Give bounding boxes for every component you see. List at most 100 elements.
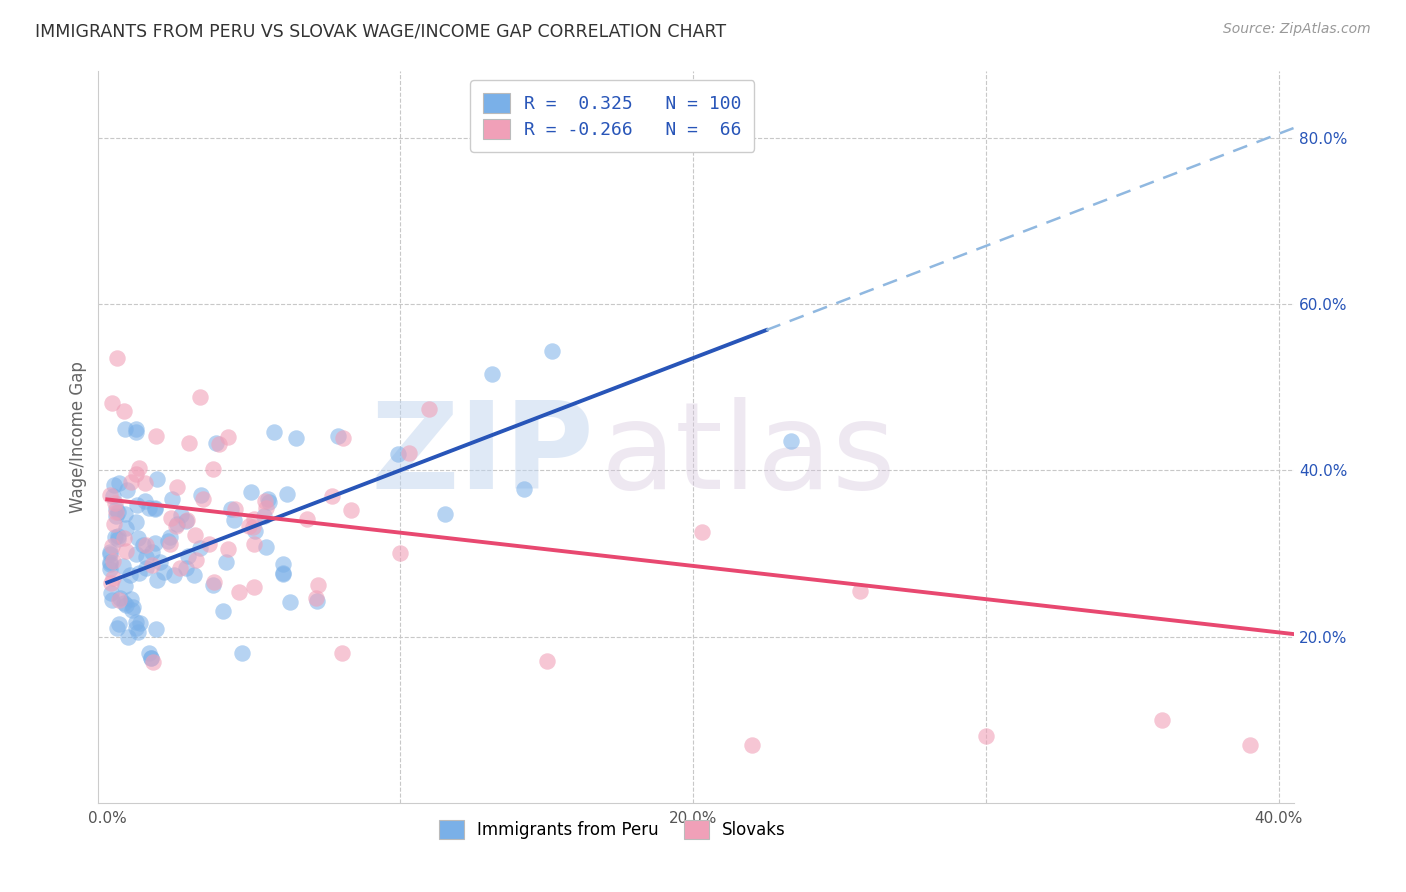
Point bbox=[243, 524, 266, 538]
Point bbox=[257, 495, 280, 509]
Point bbox=[108, 592, 131, 607]
Point bbox=[114, 579, 136, 593]
Point bbox=[101, 396, 124, 410]
Point bbox=[513, 483, 536, 497]
Point bbox=[330, 646, 353, 660]
Point bbox=[159, 537, 181, 551]
Point bbox=[105, 508, 128, 523]
Point bbox=[101, 593, 124, 607]
Point bbox=[179, 435, 201, 450]
Point bbox=[146, 472, 169, 486]
Point bbox=[204, 436, 226, 450]
Point bbox=[104, 530, 127, 544]
Point bbox=[114, 543, 136, 558]
Point bbox=[849, 584, 872, 599]
Point bbox=[120, 475, 142, 490]
Point bbox=[217, 430, 239, 444]
Point bbox=[138, 646, 160, 660]
Point bbox=[100, 586, 122, 600]
Point bbox=[108, 617, 131, 632]
Point bbox=[166, 480, 188, 494]
Point bbox=[166, 517, 188, 532]
Point bbox=[276, 487, 298, 501]
Point bbox=[160, 491, 183, 506]
Point bbox=[160, 510, 183, 524]
Point bbox=[101, 489, 124, 503]
Legend: Immigrants from Peru, Slovaks: Immigrants from Peru, Slovaks bbox=[432, 814, 793, 846]
Point bbox=[208, 437, 231, 451]
Point bbox=[271, 557, 294, 571]
Point bbox=[132, 538, 155, 552]
Point bbox=[398, 446, 420, 460]
Point bbox=[278, 595, 301, 609]
Point bbox=[285, 431, 308, 445]
Point bbox=[141, 544, 163, 558]
Point bbox=[135, 538, 157, 552]
Point bbox=[139, 651, 162, 665]
Point bbox=[125, 498, 148, 512]
Point bbox=[101, 539, 124, 553]
Point bbox=[271, 566, 294, 581]
Text: atlas: atlas bbox=[600, 397, 896, 514]
Point bbox=[98, 488, 121, 502]
Point bbox=[197, 537, 219, 551]
Point bbox=[98, 557, 121, 571]
Point bbox=[125, 515, 148, 529]
Point bbox=[127, 625, 149, 640]
Point bbox=[112, 404, 135, 418]
Point bbox=[129, 616, 152, 631]
Point bbox=[122, 599, 145, 614]
Point bbox=[145, 573, 167, 587]
Point bbox=[238, 519, 260, 533]
Point bbox=[142, 656, 165, 670]
Point bbox=[153, 565, 176, 579]
Point bbox=[183, 567, 205, 582]
Point bbox=[98, 545, 121, 559]
Point bbox=[228, 585, 250, 599]
Point bbox=[143, 535, 166, 549]
Point bbox=[107, 476, 129, 491]
Point bbox=[120, 592, 142, 607]
Point bbox=[128, 460, 150, 475]
Point bbox=[165, 518, 187, 533]
Point bbox=[125, 425, 148, 439]
Point bbox=[307, 594, 329, 608]
Point bbox=[145, 429, 167, 443]
Point bbox=[107, 529, 129, 543]
Point bbox=[387, 447, 409, 461]
Point bbox=[115, 521, 138, 535]
Point bbox=[141, 558, 163, 572]
Point bbox=[103, 554, 125, 568]
Point bbox=[112, 531, 135, 545]
Point bbox=[190, 487, 212, 501]
Point bbox=[188, 391, 211, 405]
Point bbox=[389, 546, 412, 560]
Point bbox=[115, 483, 138, 497]
Point bbox=[125, 547, 148, 561]
Text: Source: ZipAtlas.com: Source: ZipAtlas.com bbox=[1223, 22, 1371, 37]
Point bbox=[219, 502, 242, 516]
Point bbox=[222, 513, 245, 527]
Point bbox=[321, 489, 343, 503]
Point bbox=[112, 596, 135, 610]
Point bbox=[143, 501, 166, 516]
Point bbox=[145, 622, 167, 636]
Point bbox=[418, 402, 440, 417]
Point bbox=[263, 425, 285, 439]
Point bbox=[242, 511, 264, 525]
Point bbox=[328, 428, 350, 442]
Point bbox=[176, 512, 198, 526]
Point bbox=[211, 604, 233, 618]
Point bbox=[107, 505, 129, 519]
Point bbox=[128, 566, 150, 581]
Point bbox=[120, 568, 142, 582]
Point bbox=[254, 540, 277, 554]
Point bbox=[297, 512, 319, 526]
Point bbox=[98, 555, 121, 569]
Point bbox=[135, 550, 157, 565]
Point bbox=[174, 515, 197, 529]
Point bbox=[103, 478, 125, 492]
Point bbox=[111, 559, 134, 574]
Point bbox=[215, 555, 238, 569]
Point bbox=[231, 646, 253, 660]
